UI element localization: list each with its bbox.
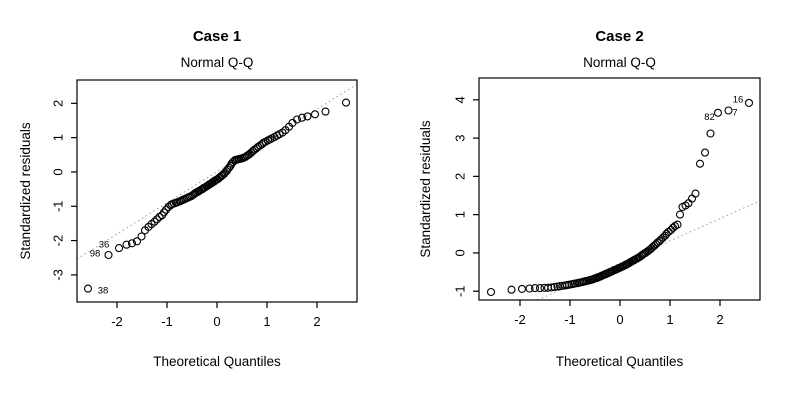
qq-point — [127, 239, 137, 248]
y-tick-label: 3 — [453, 134, 468, 141]
qq-point — [547, 283, 556, 292]
qq-point — [744, 98, 754, 107]
y-tick-label: 4 — [453, 96, 468, 103]
qq-point — [691, 189, 700, 198]
qq-point — [486, 287, 496, 297]
point-label: 7 — [732, 107, 737, 118]
qq-point — [695, 159, 705, 168]
qq-point — [724, 106, 733, 115]
x-tick-label: -1 — [161, 314, 173, 329]
qq-plot-case-2: 16 82 7 -2 -1 0 1 2 -1 0 1 2 3 4 — [453, 77, 761, 327]
y-tick-label: -1 — [51, 200, 66, 212]
qq-point — [687, 194, 697, 203]
qq-point — [664, 227, 673, 236]
y-tick-label: -1 — [453, 285, 468, 297]
panel-case-1: 36 98 38 -2 -1 0 1 2 -3 -2 -1 0 1 2 Case 1 Normal Q-Q… — [18, 28, 358, 369]
qq-point — [292, 115, 302, 124]
x-tick-label: 2 — [313, 314, 320, 329]
qq-point — [675, 210, 685, 219]
qq-point — [535, 284, 545, 293]
x-tick-label: 0 — [213, 314, 220, 329]
qq-point — [310, 110, 320, 119]
qq-point — [83, 284, 93, 293]
y-tick-label: 1 — [51, 134, 66, 141]
plot-title: Case 2 — [595, 28, 644, 45]
y-tick-label: -2 — [51, 235, 66, 247]
x-tick-label: 1 — [666, 312, 673, 327]
point-label: 36 — [99, 239, 110, 250]
plot-subtitle: Normal Q-Q — [180, 55, 254, 70]
point-label: 38 — [98, 285, 109, 296]
qq-point — [700, 148, 710, 157]
qq-point — [303, 112, 312, 121]
y-tick-label: 0 — [453, 249, 468, 256]
qq-point — [550, 282, 559, 292]
qq-point — [224, 163, 234, 172]
qq-point — [297, 113, 307, 122]
qq-reference-line — [76, 83, 358, 260]
qq-point — [525, 284, 534, 293]
panel-case-2: 16 82 7 -2 -1 0 1 2 -1 0 1 2 3 4 Case 2 Normal Q-Q Th… — [400, 0, 800, 400]
point-label: 82 — [704, 112, 715, 123]
qq-point — [341, 98, 351, 107]
qq-point — [706, 129, 715, 138]
qq-point — [132, 237, 142, 246]
x-tick-label: -2 — [111, 314, 123, 329]
qq-point — [114, 244, 124, 253]
qq-point — [122, 240, 131, 249]
qq-point — [161, 205, 171, 214]
x-axis-title: Theoretical Quantiles — [555, 354, 684, 369]
y-axis-title: Standardized residuals — [18, 122, 33, 260]
x-axis-title: Theoretical Quantiles — [153, 354, 281, 369]
qq-point — [673, 220, 682, 229]
y-tick-label: 2 — [453, 173, 468, 180]
point-label: 98 — [90, 248, 101, 259]
qq-point — [530, 284, 540, 293]
qq-point — [137, 232, 146, 241]
x-tick-label: 0 — [616, 312, 623, 327]
qq-point — [507, 285, 516, 294]
qq-point — [517, 284, 527, 293]
qq-point — [150, 217, 159, 226]
qq-point — [155, 212, 164, 221]
y-tick-label: -3 — [51, 269, 66, 281]
qq-point — [321, 107, 330, 116]
point-label: 16 — [733, 94, 744, 105]
y-tick-label: 0 — [51, 168, 66, 175]
y-axis-title: Standardized residuals — [418, 120, 433, 258]
qq-point — [637, 251, 646, 260]
x-tick-label: -2 — [514, 312, 526, 327]
plot-box — [76, 79, 358, 303]
y-tick-label: 2 — [51, 100, 66, 107]
qq-point — [253, 142, 263, 151]
x-tick-label: -1 — [564, 312, 576, 327]
qq-point — [713, 108, 723, 117]
y-tick-label: 1 — [453, 211, 468, 218]
x-tick-label: 1 — [263, 314, 270, 329]
qq-point — [152, 215, 162, 224]
qq-point — [104, 250, 113, 260]
x-tick-label: 2 — [716, 312, 723, 327]
plot-subtitle: Normal Q-Q — [583, 55, 656, 70]
plot-title: Case 1 — [192, 28, 242, 45]
